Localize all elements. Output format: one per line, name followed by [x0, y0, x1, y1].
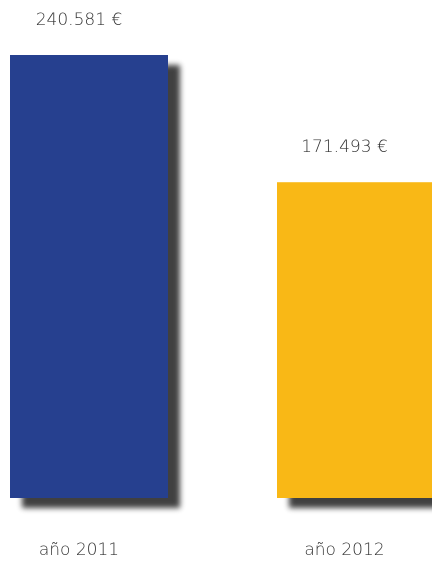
- value-label: 171.493 €: [301, 137, 388, 157]
- x-tick-label: año 2012: [304, 540, 384, 560]
- bar: [277, 182, 432, 498]
- bar: [10, 55, 168, 498]
- value-label: 240.581 €: [36, 10, 123, 30]
- x-tick-label: año 2011: [39, 540, 119, 560]
